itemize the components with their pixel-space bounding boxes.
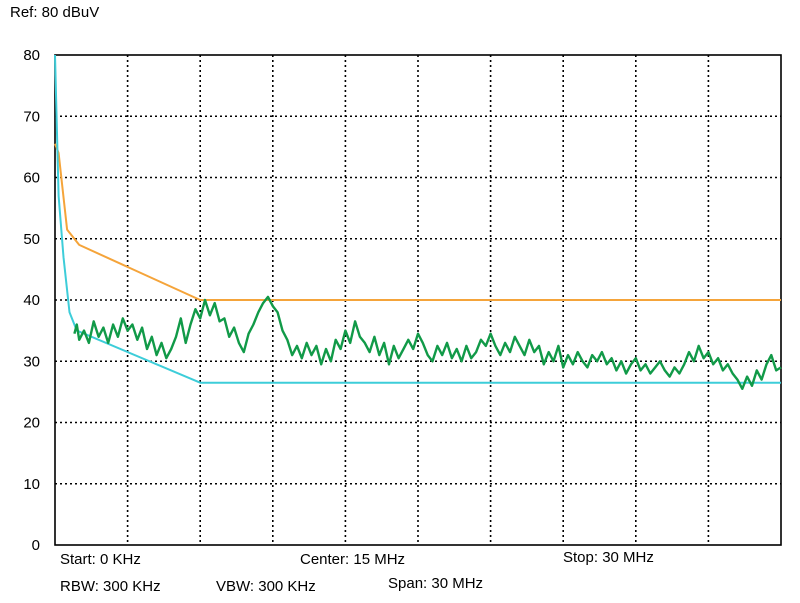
y-tick-label: 80 bbox=[23, 47, 40, 64]
span-label: Span: 30 MHz bbox=[388, 575, 484, 592]
trace-line-3 bbox=[73, 295, 782, 390]
vbw-label: VBW: 300 KHz bbox=[216, 578, 316, 595]
y-tick-label: 40 bbox=[23, 292, 40, 309]
y-tick-labels: 0 10 20 30 40 50 60 70 80 bbox=[23, 47, 40, 554]
y-tick-label: 10 bbox=[23, 476, 40, 493]
y-tick-label: 70 bbox=[23, 108, 40, 125]
center-frequency-label: Center: 15 MHz bbox=[300, 551, 406, 568]
traces bbox=[54, 54, 782, 390]
y-tick-label: 50 bbox=[23, 231, 40, 248]
stop-frequency-label: Stop: 30 MHz bbox=[563, 549, 654, 566]
y-tick-label: 60 bbox=[23, 170, 40, 187]
start-frequency-label: Start: 0 KHz bbox=[60, 551, 141, 568]
y-tick-label: 20 bbox=[23, 415, 40, 432]
y-tick-label: 30 bbox=[23, 353, 40, 370]
reference-level-label: Ref: 80 dBuV bbox=[10, 4, 100, 21]
y-tick-label: 0 bbox=[32, 537, 40, 554]
rbw-label: RBW: 300 KHz bbox=[60, 578, 161, 595]
trace-line-2 bbox=[54, 54, 781, 384]
